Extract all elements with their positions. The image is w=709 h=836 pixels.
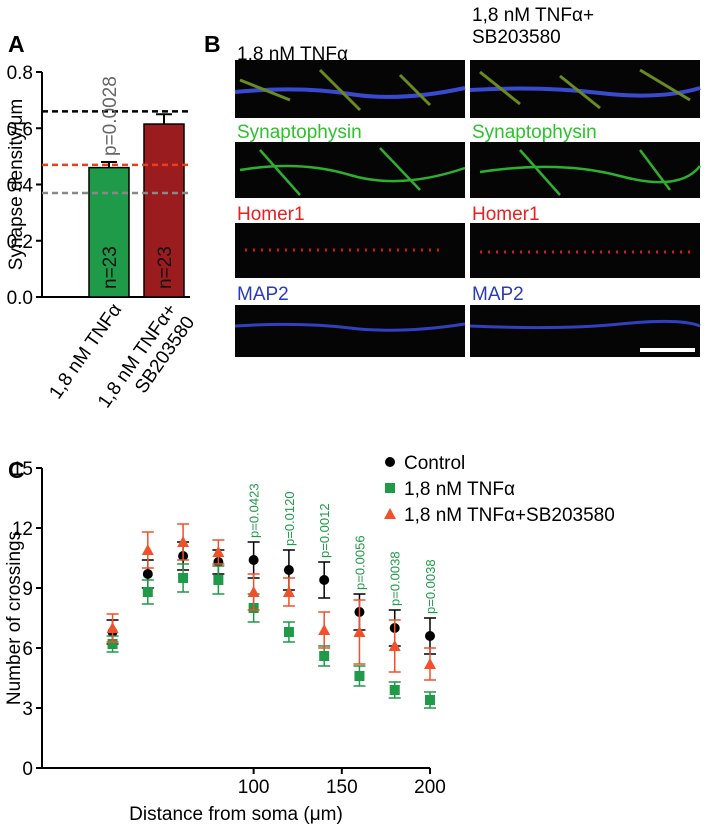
bar <box>143 123 185 298</box>
row-label: Synaptophysin <box>237 122 362 143</box>
bar-label: n=23 <box>100 246 121 289</box>
y-tick-label: 0.2 <box>7 232 33 253</box>
row-label: MAP2 <box>472 284 524 305</box>
point <box>106 622 119 633</box>
point <box>388 640 401 651</box>
legend-label: 1,8 nM TNFα+SB203580 <box>404 505 615 526</box>
row-label: Synaptophysin <box>472 122 597 143</box>
p-value: p=0.0038 <box>423 559 438 614</box>
point <box>107 639 118 649</box>
point <box>142 569 153 579</box>
point <box>141 544 154 555</box>
y-tick-label: 0 <box>22 759 33 780</box>
x-tick-label: 100 <box>238 777 270 798</box>
p-value: p=0.0056 <box>352 535 367 590</box>
point <box>424 658 436 669</box>
point <box>353 626 366 637</box>
y-tick-label: 15 <box>12 459 33 480</box>
x-tick-label: 200 <box>414 777 446 798</box>
y-axis-label: Number of crossings <box>4 531 25 705</box>
y-tick-label: 9 <box>22 579 33 600</box>
p-value: p=0.0028 <box>100 76 121 156</box>
point <box>247 586 260 597</box>
point <box>354 671 365 681</box>
p-value: p=0.0423 <box>247 483 262 538</box>
point <box>425 695 435 705</box>
y-tick-label: 0.8 <box>7 63 33 84</box>
column-title: 1,8 nM TNFα+ SB203580 <box>472 5 595 48</box>
y-tick-label: 0.4 <box>7 176 34 197</box>
point <box>248 555 259 565</box>
bar <box>88 166 130 298</box>
y-axis-label: Synapse density/μm <box>6 99 27 270</box>
legend-label: 1,8 nM TNFα <box>404 479 515 500</box>
point <box>283 565 294 575</box>
error-bar <box>156 113 172 125</box>
legend-label: Control <box>404 453 465 474</box>
point <box>389 685 400 695</box>
point <box>318 624 331 635</box>
point <box>177 536 190 547</box>
point <box>319 651 330 661</box>
point <box>178 573 189 583</box>
y-tick-label: 0.0 <box>7 288 33 309</box>
error-bar <box>101 161 117 168</box>
legend-marker <box>385 457 395 467</box>
x-tick-label: 150 <box>326 777 358 798</box>
row-label: Homer1 <box>472 204 540 225</box>
legend-marker <box>384 508 396 519</box>
point <box>283 627 294 637</box>
bar-label: n=23 <box>155 246 176 289</box>
point <box>213 575 224 585</box>
column-title: 1,8 nM TNFα <box>237 44 348 65</box>
panel-label: A <box>8 31 25 57</box>
point <box>142 587 153 597</box>
panel-label: C <box>8 457 25 483</box>
y-tick-label: 0.6 <box>7 119 33 140</box>
p-value: p=0.0012 <box>317 503 332 558</box>
y-tick-label: 3 <box>22 699 33 720</box>
p-value: p=0.0120 <box>282 491 297 546</box>
point <box>212 546 225 557</box>
point <box>425 631 435 641</box>
panel-label: B <box>204 31 221 57</box>
y-tick-label: 6 <box>22 639 33 660</box>
micrographs <box>234 60 701 357</box>
row-label: Homer1 <box>237 204 305 225</box>
p-value: p=0.0038 <box>388 551 403 606</box>
x-axis-label: Distance from soma (μm) <box>129 804 343 825</box>
legend-marker <box>385 483 395 493</box>
row-label: MAP2 <box>237 284 289 305</box>
y-tick-label: 12 <box>12 519 33 540</box>
point <box>282 586 295 597</box>
point <box>319 575 330 585</box>
